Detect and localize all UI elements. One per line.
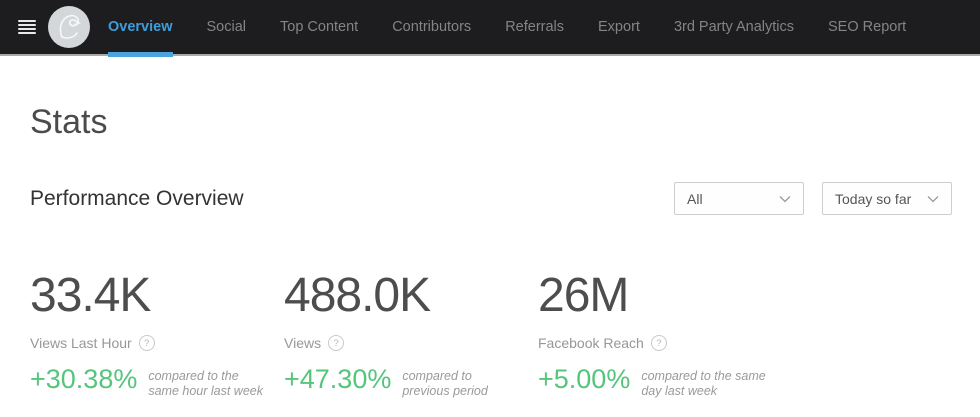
scope-select[interactable]: All: [674, 182, 804, 215]
hamburger-menu-icon[interactable]: [18, 19, 36, 35]
section-header-row: Performance Overview All Today so far: [30, 182, 952, 215]
stat-views-last-hour: 33.4K Views Last Hour ? +30.38% compared…: [30, 272, 284, 399]
nav-item-3rd-party-analytics[interactable]: 3rd Party Analytics: [657, 0, 811, 55]
top-navigation-bar: Overview Social Top Content Contributors…: [0, 0, 980, 57]
main-content: Stats Performance Overview All Today so …: [0, 105, 980, 399]
stats-row: 33.4K Views Last Hour ? +30.38% compared…: [30, 272, 952, 399]
main-nav: Overview Social Top Content Contributors…: [91, 0, 923, 57]
compare-line-2: previous period: [402, 384, 488, 398]
stat-label-row: Facebook Reach ?: [538, 335, 766, 351]
app-logo[interactable]: [48, 6, 90, 48]
nav-item-top-content[interactable]: Top Content: [263, 0, 375, 55]
nav-item-export[interactable]: Export: [581, 0, 657, 55]
filters: All Today so far: [674, 182, 952, 215]
help-icon[interactable]: ?: [328, 335, 345, 351]
period-select[interactable]: Today so far: [822, 182, 952, 215]
compare-line-1: compared to: [402, 369, 472, 383]
stat-label-row: Views ?: [284, 335, 538, 351]
stat-compare-text: compared to the same day last week: [641, 366, 765, 399]
compare-line-2: same hour last week: [148, 384, 263, 398]
help-icon[interactable]: ?: [650, 335, 667, 351]
stat-compare-text: compared to the same hour last week: [148, 366, 263, 399]
stat-facebook-reach: 26M Facebook Reach ? +5.00% compared to …: [538, 272, 766, 399]
chevron-down-icon: [779, 195, 791, 203]
compare-line-1: compared to the same: [641, 369, 766, 383]
nav-item-referrals[interactable]: Referrals: [488, 0, 581, 55]
period-select-value: Today so far: [835, 190, 912, 207]
stat-value: 26M: [538, 269, 629, 322]
stat-views: 488.0K Views ? +47.30% compared to previ…: [284, 272, 538, 399]
nav-item-label: Export: [598, 19, 640, 35]
stat-compare-text: compared to previous period: [402, 366, 487, 399]
stat-label: Views Last Hour: [30, 335, 132, 351]
stat-value: 33.4K: [30, 269, 151, 322]
scope-select-value: All: [687, 190, 703, 207]
stat-value: 488.0K: [284, 269, 431, 322]
page-title: Stats: [30, 103, 108, 141]
nav-item-social[interactable]: Social: [190, 0, 264, 55]
nav-item-label: Referrals: [505, 19, 565, 35]
stat-change-percent: +5.00%: [538, 364, 631, 394]
stat-change-row: +5.00% compared to the same day last wee…: [538, 366, 766, 399]
stat-label: Views: [284, 335, 322, 351]
help-icon[interactable]: ?: [138, 335, 155, 351]
nav-item-label: Overview: [108, 19, 173, 35]
nav-item-label: Top Content: [280, 19, 359, 35]
nav-item-label: 3rd Party Analytics: [673, 19, 795, 35]
stat-change-row: +30.38% compared to the same hour last w…: [30, 366, 284, 399]
nav-item-label: Contributors: [392, 19, 472, 35]
nav-item-label: Social: [206, 19, 247, 35]
swan-logo-icon: [59, 14, 81, 39]
stat-label-row: Views Last Hour ?: [30, 335, 284, 351]
stat-change-percent: +30.38%: [30, 364, 138, 394]
stat-change-row: +47.30% compared to previous period: [284, 366, 538, 399]
compare-line-2: day last week: [641, 384, 718, 398]
stat-change-percent: +47.30%: [284, 364, 392, 394]
chevron-down-icon: [927, 195, 939, 203]
nav-item-contributors[interactable]: Contributors: [375, 0, 488, 55]
compare-line-1: compared to the: [148, 369, 239, 383]
nav-item-label: SEO Report: [828, 19, 907, 35]
nav-item-seo-report[interactable]: SEO Report: [811, 0, 923, 55]
section-title: Performance Overview: [30, 186, 244, 210]
nav-item-overview[interactable]: Overview: [91, 0, 190, 57]
stat-label: Facebook Reach: [538, 335, 644, 351]
